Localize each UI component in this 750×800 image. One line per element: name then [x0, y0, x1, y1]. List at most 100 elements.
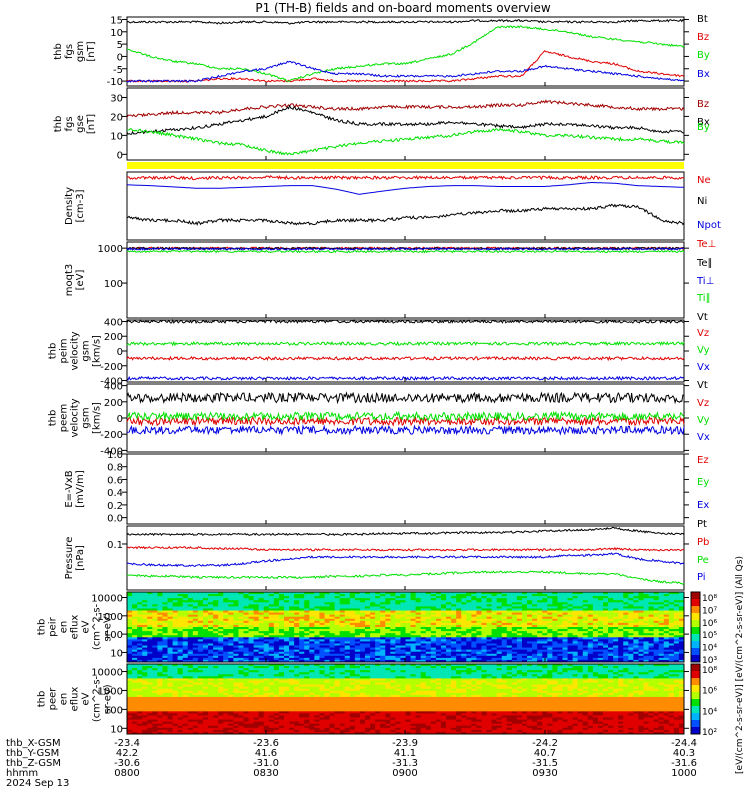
heatmap-cell — [628, 618, 634, 622]
heatmap-cell — [390, 674, 396, 677]
heatmap-cell — [542, 627, 548, 630]
heatmap-cell — [324, 678, 331, 681]
heatmap-cell — [542, 672, 548, 675]
heatmap-cell — [132, 682, 138, 686]
heatmap-cell — [187, 664, 194, 667]
heatmap-cell — [253, 647, 260, 651]
heatmap-cell — [562, 676, 569, 679]
heatmap-cell — [597, 633, 604, 636]
heatmap-cell — [516, 610, 523, 614]
heatmap-cell — [197, 649, 204, 653]
heatmap-cell — [208, 602, 214, 605]
heatmap-cell — [152, 647, 158, 651]
heatmap-cell — [562, 680, 569, 684]
heatmap-cell — [192, 622, 199, 626]
y-label-line: thb — [53, 43, 64, 60]
heatmap-cell — [557, 627, 563, 630]
heatmap-cell — [354, 624, 361, 628]
heatmap-cell — [638, 618, 644, 622]
heatmap-cell — [157, 653, 163, 657]
heatmap-cell — [309, 659, 315, 663]
heatmap-cell — [359, 674, 366, 677]
heatmap-cell — [344, 647, 351, 651]
heatmap-cell — [157, 598, 163, 601]
heatmap-cell — [557, 620, 563, 624]
heatmap-cell — [587, 672, 594, 675]
heatmap-cell — [446, 641, 452, 644]
y-label-line: thb — [37, 691, 48, 708]
heatmap-cell — [613, 600, 619, 603]
heatmap-cell — [613, 610, 619, 614]
heatmap-cell — [496, 676, 503, 679]
heatmap-cell — [415, 610, 422, 614]
heatmap-cell — [486, 672, 493, 675]
heatmap-cell — [415, 604, 422, 607]
heatmap-cell — [233, 680, 239, 684]
heatmap-cell — [608, 594, 614, 597]
heatmap-cell — [299, 641, 305, 644]
heatmap-cell — [253, 645, 260, 649]
heatmap-cell — [187, 627, 194, 630]
heatmap-cell — [228, 672, 234, 675]
heatmap-cell — [253, 602, 260, 605]
heatmap-cell — [602, 659, 609, 663]
heatmap-cell — [562, 672, 569, 675]
heatmap-cell — [370, 604, 376, 607]
heatmap-cell — [248, 635, 255, 638]
heatmap-cell — [278, 670, 285, 673]
heatmap-cell — [294, 618, 300, 622]
heatmap-cell — [127, 653, 133, 657]
heatmap-cell — [511, 664, 518, 667]
heatmap-cell — [380, 600, 386, 603]
heatmap-cell — [587, 659, 594, 663]
heatmap-cell — [678, 622, 685, 626]
heatmap-cell — [663, 653, 670, 657]
heatmap-cell — [187, 618, 194, 622]
heatmap-cell — [638, 602, 644, 605]
heatmap-cell — [197, 659, 204, 663]
y-label-line: [km/s] — [92, 402, 103, 434]
heatmap-cell — [481, 600, 488, 603]
heatmap-cell — [349, 670, 356, 673]
heatmap-cell — [152, 651, 158, 655]
heatmap-cell — [228, 641, 234, 644]
heatmap-cell — [187, 622, 194, 626]
heatmap-cell — [481, 670, 488, 673]
heatmap-cell — [521, 622, 528, 626]
series-line-vt — [126, 318, 685, 325]
heatmap-cell — [420, 657, 427, 661]
heatmap-cell — [208, 653, 214, 657]
heatmap-cell — [496, 668, 503, 671]
heatmap-cell — [577, 598, 584, 601]
heatmap-cell — [283, 666, 290, 669]
heatmap-cell — [380, 657, 386, 661]
heatmap-cell — [456, 641, 462, 644]
heatmap-cell — [466, 631, 472, 634]
heatmap-cell — [319, 614, 325, 618]
heatmap-cell — [177, 666, 184, 669]
heatmap-cell — [577, 624, 584, 628]
heatmap-cell — [202, 676, 209, 679]
heatmap-cell — [162, 604, 169, 607]
heatmap-cell — [643, 602, 650, 605]
heatmap-cell — [147, 622, 153, 626]
heatmap-cell — [395, 616, 401, 620]
heatmap-cell — [329, 600, 336, 603]
heatmap-cell — [147, 598, 153, 601]
heatmap-cell — [364, 624, 371, 628]
heatmap-cell — [152, 672, 158, 675]
heatmap-cell — [400, 606, 406, 609]
heatmap-cell — [461, 596, 467, 599]
heatmap-cell — [491, 604, 498, 607]
heatmap-cell — [339, 664, 346, 667]
heatmap-cell — [385, 653, 391, 657]
heatmap-cell — [678, 668, 685, 671]
heatmap-cell — [643, 670, 650, 673]
heatmap-cell — [658, 670, 665, 673]
heatmap-cell — [628, 647, 634, 651]
heatmap-cell — [587, 643, 594, 647]
heatmap-cell — [587, 651, 594, 655]
heatmap-cell — [142, 645, 148, 649]
heatmap-cell — [577, 629, 584, 632]
heatmap-cell — [228, 639, 234, 642]
